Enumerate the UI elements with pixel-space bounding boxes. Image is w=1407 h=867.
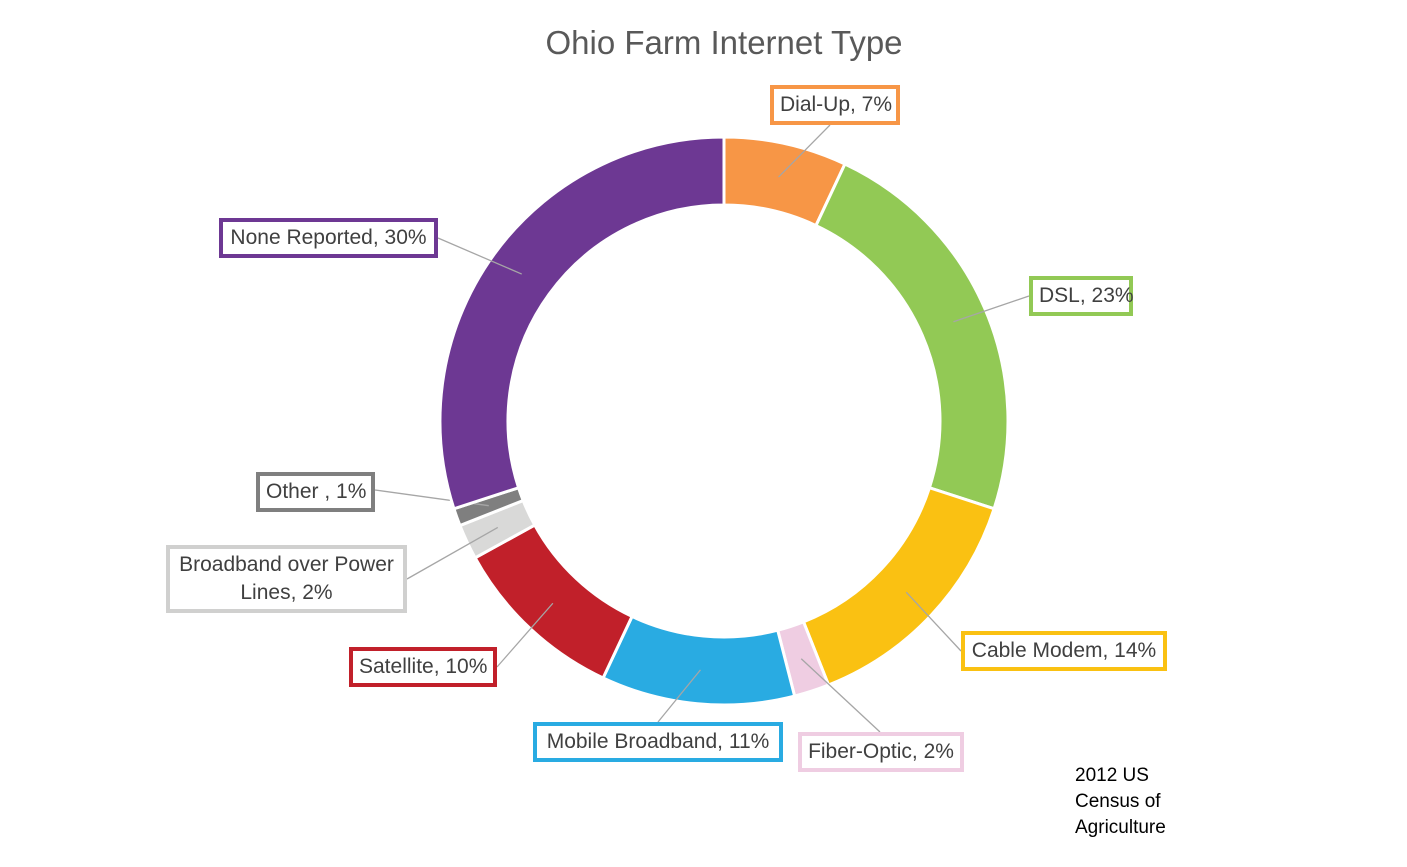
chart-title: Ohio Farm Internet Type xyxy=(545,24,903,61)
data-label-broadband-over-power-lines: Broadband over Power Lines, 2% xyxy=(166,545,407,613)
slice-none-reported xyxy=(438,135,726,511)
leader-line xyxy=(406,526,499,580)
leader-line xyxy=(953,295,1030,323)
leader-line xyxy=(800,658,881,733)
slice-dsl xyxy=(813,162,1010,511)
data-label-dial-up: Dial-Up, 7% xyxy=(770,85,900,125)
data-label-fiber-optic: Fiber-Optic, 2% xyxy=(798,732,964,772)
data-label-none-reported: None Reported, 30% xyxy=(219,218,438,258)
data-label-dsl: DSL, 23% xyxy=(1029,276,1134,316)
leader-line xyxy=(778,124,831,178)
source-note: 2012 US Census of Agriculture xyxy=(1075,765,1166,838)
leader-line xyxy=(657,669,701,723)
data-label-satellite: Satellite, 10% xyxy=(349,647,497,687)
leader-line xyxy=(905,591,962,652)
slice-mobile-broadband xyxy=(601,614,797,707)
data-label-cable-modem: Cable Modem, 14% xyxy=(961,631,1167,671)
data-label-other: Other , 1% xyxy=(256,472,375,512)
data-label-mobile-broadband: Mobile Broadband, 11% xyxy=(533,722,783,762)
leader-line xyxy=(437,237,523,275)
slice-satellite xyxy=(473,523,635,680)
leader-line xyxy=(496,602,554,668)
